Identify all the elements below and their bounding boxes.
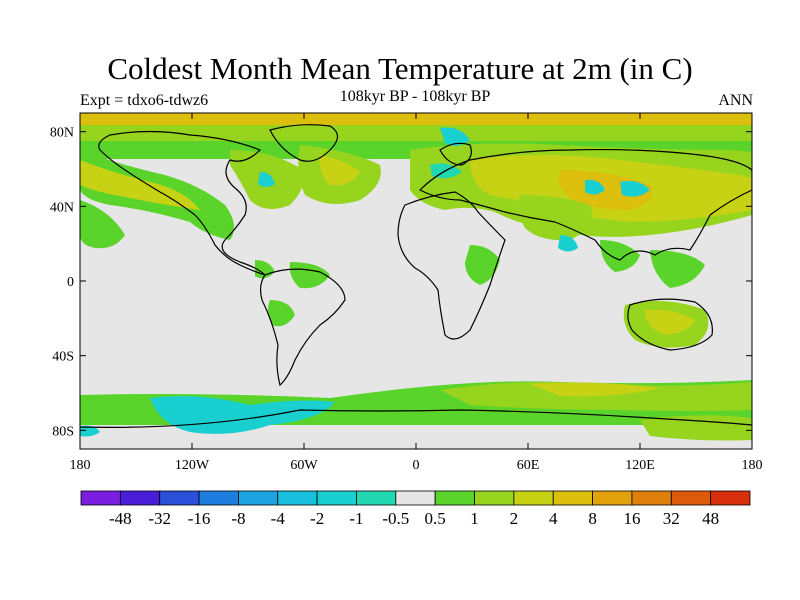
- north-america-coast: [98, 130, 266, 276]
- coastlines: [80, 124, 752, 428]
- colorbar-swatch: [198, 490, 239, 506]
- colorbar-swatch: [474, 490, 515, 506]
- antarctica-coast: [80, 409, 752, 428]
- colorbar-label: -0.5: [382, 509, 409, 528]
- colorbar-label: 0.5: [425, 509, 446, 528]
- colorbar-swatch: [513, 490, 554, 506]
- lat-tick-label: 0: [67, 275, 74, 290]
- south-america-coast: [259, 268, 346, 387]
- canada-cooling: [258, 172, 275, 187]
- eurasia-coast: [418, 148, 752, 261]
- colorbar-swatch: [631, 490, 672, 506]
- lat-tick-label: 80S: [52, 424, 74, 439]
- colorbar-swatch: [710, 490, 751, 506]
- antarctic-cooling-west: [80, 425, 100, 437]
- lon-tick-label: 180: [742, 458, 763, 473]
- colorbar-swatch: [552, 490, 593, 506]
- colorbar-label: -2: [310, 509, 324, 528]
- colorbar-swatch: [159, 490, 200, 506]
- antarctic-warm: [640, 415, 752, 441]
- colorbar-swatch: [670, 490, 712, 506]
- north-atlantic-warm: [319, 155, 360, 186]
- southern-ocean-warmer: [530, 382, 660, 397]
- colorbar-label: 1: [470, 509, 479, 528]
- australia-warm: [645, 309, 695, 335]
- colorbar-swatch: [395, 490, 436, 506]
- colorbar-label: 48: [702, 509, 719, 528]
- colorbar-swatch: [356, 490, 397, 506]
- middle-east-cooling: [558, 235, 578, 252]
- plot-subtitle: 108kyr BP - 108kyr BP: [339, 88, 491, 105]
- colorbar-swatch: [434, 490, 475, 506]
- latitude-axis: 80N 40N 0 40S 80S: [50, 126, 752, 439]
- southern-ocean-warm: [440, 382, 752, 411]
- colorbar-swatch: [316, 490, 357, 506]
- greenland-coast: [269, 124, 339, 162]
- australia-coast: [627, 298, 713, 351]
- plot-title: Coldest Month Mean Temperature at 2m (in…: [107, 51, 693, 86]
- colorbar-label: 4: [549, 509, 558, 528]
- colorbar-label: -4: [271, 509, 286, 528]
- siberia-cooling: [620, 181, 650, 197]
- colorbar-label: -8: [231, 509, 245, 528]
- colorbar-swatch: [277, 490, 318, 506]
- season-label: ANN: [718, 92, 753, 109]
- lat-tick-label: 80N: [50, 126, 74, 141]
- lon-tick-label: 180: [70, 458, 91, 473]
- colorbar-label: 2: [510, 509, 519, 528]
- antarctic-band: [80, 425, 752, 449]
- southeast-asia-anomaly: [650, 250, 705, 288]
- experiment-label: Expt = tdxo6-tdwz6: [80, 92, 209, 109]
- colorbar-label: -16: [188, 509, 211, 528]
- south-america-anomaly-2: [267, 300, 295, 327]
- colorbar-labels: -48 -32 -16 -8 -4 -2 -1 -0.5 0.5 1 2 4 8 16 32 48: [109, 509, 719, 528]
- lon-tick-label: 120W: [175, 458, 210, 473]
- africa-coast: [397, 191, 506, 340]
- lon-tick-label: 0: [413, 458, 420, 473]
- longitude-axis: 180 120W 60W 0 60E 120E 180: [70, 113, 763, 473]
- lat-tick-label: 40N: [50, 200, 74, 215]
- middle-east-anomaly: [518, 195, 593, 241]
- lon-tick-label: 120E: [625, 458, 655, 473]
- colorbar: [80, 490, 751, 506]
- south-america-anomaly: [289, 262, 330, 289]
- map-panel: [80, 113, 752, 449]
- colorbar-label: -32: [148, 509, 171, 528]
- colorbar-swatch: [119, 490, 161, 506]
- colorbar-label: 8: [588, 509, 597, 528]
- colorbar-swatch: [238, 490, 279, 506]
- colorbar-label: -48: [109, 509, 132, 528]
- colorbar-swatch: [592, 490, 633, 506]
- scandinavia-coast: [439, 142, 472, 166]
- india-anomaly: [600, 240, 640, 272]
- africa-anomaly: [465, 245, 500, 285]
- north-pacific-anomaly: [80, 200, 125, 249]
- arctic-cooling: [440, 127, 470, 146]
- colorbar-label: 16: [623, 509, 640, 528]
- lon-tick-label: 60E: [517, 458, 540, 473]
- asia-cooling: [585, 179, 605, 195]
- central-asia-warm: [558, 170, 653, 210]
- colorbar-swatch: [80, 490, 121, 506]
- lat-tick-label: 40S: [52, 350, 74, 365]
- colorbar-label: -1: [349, 509, 363, 528]
- colorbar-label: 32: [663, 509, 680, 528]
- lon-tick-label: 60W: [290, 458, 318, 473]
